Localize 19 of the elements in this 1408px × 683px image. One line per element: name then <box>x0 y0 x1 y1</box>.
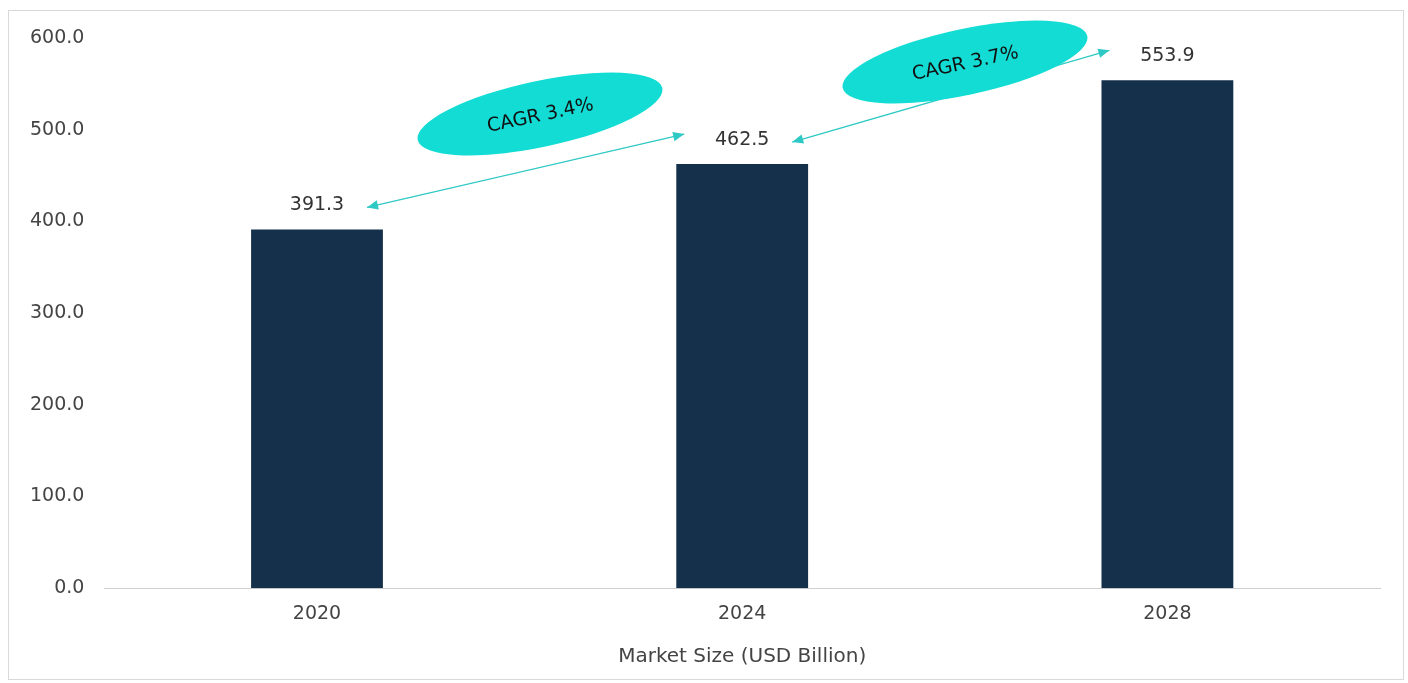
data-label: 462.5 <box>714 127 770 150</box>
y-tick-label: 100.0 <box>29 483 85 506</box>
x-tick-label: 2028 <box>1143 600 1192 623</box>
annotation: CAGR 3.4% <box>484 92 595 137</box>
bar <box>1101 80 1234 589</box>
data-label: 553.9 <box>1140 43 1195 66</box>
bar <box>251 229 383 589</box>
x-tick-label: 2020 <box>292 600 342 623</box>
bar <box>676 164 809 589</box>
x-tick-label: 2024 <box>718 600 767 623</box>
y-tick-label: 400.0 <box>29 208 85 231</box>
x-axis-title: Market Size (USD Billion) <box>618 643 867 668</box>
y-tick-label: 0.0 <box>54 575 85 598</box>
y-tick-label: 500.0 <box>29 116 85 139</box>
y-tick-label: 300.0 <box>29 300 85 323</box>
annotation: CAGR 3.7% <box>909 40 1020 85</box>
y-tick-label: 600.0 <box>29 24 85 47</box>
data-label: 391.3 <box>289 192 345 215</box>
y-tick-label: 200.0 <box>29 391 85 414</box>
